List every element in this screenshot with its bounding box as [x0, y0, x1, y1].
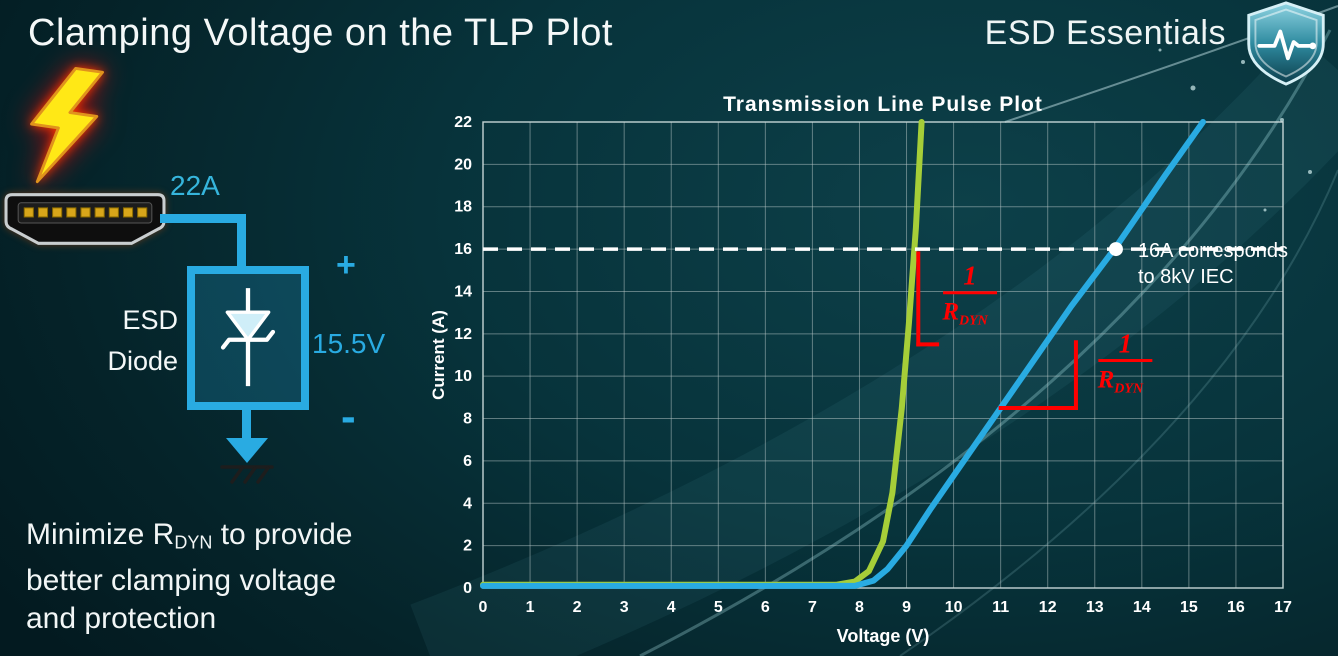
svg-text:Voltage (V): Voltage (V) [837, 626, 930, 646]
svg-text:15: 15 [1180, 599, 1198, 616]
svg-text:13: 13 [1086, 599, 1104, 616]
svg-text:14: 14 [454, 283, 472, 300]
svg-text:16A corresponds: 16A corresponds [1138, 240, 1288, 262]
svg-text:2: 2 [573, 599, 582, 616]
svg-text:12: 12 [1039, 599, 1057, 616]
svg-text:6: 6 [463, 453, 472, 470]
svg-text:2: 2 [463, 538, 472, 555]
svg-text:6: 6 [761, 599, 770, 616]
svg-text:10: 10 [454, 368, 472, 385]
note-line-2: better clamping voltage [26, 563, 337, 597]
svg-text:18: 18 [454, 199, 472, 216]
svg-text:14: 14 [1133, 599, 1151, 616]
svg-text:1: 1 [1119, 328, 1133, 358]
svg-text:7: 7 [808, 599, 817, 616]
svg-text:to 8kV IEC: to 8kV IEC [1138, 266, 1234, 288]
svg-text:22: 22 [454, 114, 472, 131]
svg-text:1: 1 [526, 599, 535, 616]
svg-text:1: 1 [963, 261, 977, 291]
svg-text:9: 9 [902, 599, 911, 616]
svg-text:17: 17 [1274, 599, 1292, 616]
tlp-plot-svg: 0 1 2 3 4 5 6 7 8 9 10 11 12 13 14 15 16 1702468101214161… [429, 93, 1292, 646]
svg-text:RDYN: RDYN [941, 299, 988, 329]
note-line-3: and protection [26, 601, 217, 635]
svg-text:8: 8 [463, 411, 472, 428]
svg-text:16: 16 [454, 241, 472, 258]
svg-text:20: 20 [454, 156, 472, 173]
svg-text:11: 11 [992, 599, 1009, 616]
star-dots [1158, 26, 1312, 212]
svg-text:4: 4 [463, 495, 472, 512]
esd-shield-logo-icon [1238, 0, 1334, 86]
rdyn-subscript: DYN [174, 532, 213, 553]
svg-text:RDYN: RDYN [1097, 366, 1144, 396]
brand-name: ESD Essentials [984, 14, 1226, 52]
takeaway-note: Minimize RDYN to provide better clamping… [26, 516, 352, 638]
svg-text:Transmission Line Pulse Plot: Transmission Line Pulse Plot [723, 93, 1043, 116]
svg-text:0: 0 [479, 599, 488, 616]
slide-title: Clamping Voltage on the TLP Plot [28, 12, 613, 54]
svg-text:8: 8 [855, 599, 864, 616]
svg-text:0: 0 [463, 580, 472, 597]
svg-text:16: 16 [1227, 599, 1245, 616]
svg-text:3: 3 [620, 599, 629, 616]
svg-text:4: 4 [667, 599, 676, 616]
tlp-chart: 0 1 2 3 4 5 6 7 8 9 10 11 12 13 14 15 16 17 0 2 4 6 8 10 12 14 16 1… [428, 92, 1338, 652]
note-line-1: Minimize RDYN to provide [26, 518, 353, 553]
svg-text:12: 12 [454, 326, 472, 343]
svg-text:10: 10 [945, 599, 963, 616]
svg-text:Current (A): Current (A) [429, 310, 448, 400]
svg-text:5: 5 [714, 599, 723, 616]
